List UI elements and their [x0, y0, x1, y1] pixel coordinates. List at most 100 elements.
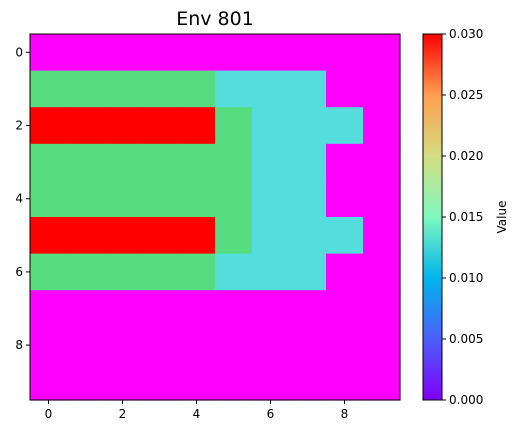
- heatmap-cell: [178, 180, 216, 218]
- heatmap-cells: [30, 34, 401, 401]
- heatmap-cell: [363, 326, 401, 364]
- x-tick-label: 4: [193, 407, 201, 421]
- heatmap-cell: [67, 326, 105, 364]
- heatmap-cell: [326, 143, 364, 181]
- heatmap-cell: [289, 34, 327, 72]
- heatmap-cell: [67, 107, 105, 145]
- heatmap-cell: [141, 70, 179, 108]
- heatmap-cell: [289, 217, 327, 255]
- heatmap-cell: [326, 70, 364, 108]
- y-tick-label: 4: [15, 192, 23, 206]
- heatmap-cell: [178, 107, 216, 145]
- plot-frame: [29, 33, 401, 401]
- heatmap-cell: [104, 107, 142, 145]
- y-tick-label: 8: [15, 338, 23, 352]
- heatmap-cell: [363, 70, 401, 108]
- heatmap-cell: [30, 107, 68, 145]
- heatmap-cell: [326, 253, 364, 291]
- x-tick-label: 8: [341, 407, 349, 421]
- y-axis: 0 2 4 6 8: [15, 45, 30, 352]
- colorbar-tick-label: 0.025: [449, 88, 483, 102]
- heatmap-cell: [67, 70, 105, 108]
- colorbar-tick-label: 0.000: [449, 393, 483, 407]
- heatmap-cell: [215, 143, 253, 181]
- heatmap-cell: [289, 326, 327, 364]
- heatmap-cell: [67, 253, 105, 291]
- heatmap-cell: [30, 70, 68, 108]
- y-tick-label: 0: [15, 45, 23, 59]
- heatmap-cell: [141, 143, 179, 181]
- heatmap-cell: [178, 143, 216, 181]
- heatmap-cell: [104, 290, 142, 328]
- heatmap-cell: [252, 180, 290, 218]
- x-tick-label: 0: [45, 407, 53, 421]
- heatmap-cell: [289, 107, 327, 145]
- colorbar-label: Value: [495, 201, 509, 234]
- heatmap-cell: [326, 34, 364, 72]
- heatmap-cell: [363, 180, 401, 218]
- heatmap-cell: [67, 217, 105, 255]
- chart-title: Env 801: [176, 8, 254, 30]
- heatmap-cell: [30, 326, 68, 364]
- heatmap-cell: [215, 180, 253, 218]
- heatmap-cell: [30, 253, 68, 291]
- colorbar-tick-label: 0.005: [449, 332, 483, 346]
- heatmap-cell: [363, 34, 401, 72]
- colorbar-axis: 0.000 0.005 0.010 0.015 0.020 0.025 0.030: [442, 27, 483, 407]
- heatmap-cell: [363, 253, 401, 291]
- heatmap-cell: [178, 217, 216, 255]
- heatmap-cell: [67, 180, 105, 218]
- colorbar-tick-label: 0.015: [449, 210, 483, 224]
- heatmap-cell: [67, 363, 105, 401]
- heatmap-cell: [363, 217, 401, 255]
- heatmap-cell: [104, 326, 142, 364]
- x-axis: 0 2 4 6 8: [45, 400, 349, 421]
- heatmap-cell: [30, 290, 68, 328]
- heatmap-cell: [252, 143, 290, 181]
- y-tick-label: 6: [15, 265, 23, 279]
- heatmap-cell: [215, 34, 253, 72]
- heatmap-cell: [289, 290, 327, 328]
- colorbar-tick-label: 0.030: [449, 27, 483, 41]
- heatmap-cell: [363, 363, 401, 401]
- heatmap-cell: [289, 180, 327, 218]
- heatmap-cell: [215, 70, 253, 108]
- heatmap-cell: [326, 326, 364, 364]
- heatmap-cell: [67, 34, 105, 72]
- heatmap-cell: [141, 217, 179, 255]
- colorbar-tick-label: 0.010: [449, 271, 483, 285]
- heatmap-cell: [215, 217, 253, 255]
- heatmap-cell: [326, 363, 364, 401]
- heatmap-cell: [141, 107, 179, 145]
- heatmap-cell: [326, 217, 364, 255]
- heatmap-cell: [178, 70, 216, 108]
- heatmap-cell: [178, 34, 216, 72]
- heatmap-cell: [363, 290, 401, 328]
- heatmap-cell: [363, 107, 401, 145]
- heatmap-cell: [326, 107, 364, 145]
- heatmap-cell: [178, 290, 216, 328]
- heatmap-cell: [252, 290, 290, 328]
- heatmap-cell: [289, 70, 327, 108]
- heatmap-cell: [67, 143, 105, 181]
- heatmap-cell: [252, 107, 290, 145]
- heatmap-cell: [215, 107, 253, 145]
- heatmap-cell: [104, 253, 142, 291]
- heatmap-cell: [252, 217, 290, 255]
- heatmap-cell: [104, 70, 142, 108]
- heatmap-cell: [215, 253, 253, 291]
- heatmap-cell: [141, 253, 179, 291]
- heatmap-cell: [141, 363, 179, 401]
- heatmap-cell: [141, 290, 179, 328]
- heatmap-cell: [363, 143, 401, 181]
- heatmap-cell: [215, 290, 253, 328]
- heatmap-cell: [252, 34, 290, 72]
- heatmap-cell: [289, 143, 327, 181]
- heatmap-cell: [252, 70, 290, 108]
- heatmap-cell: [215, 363, 253, 401]
- colorbar-tick-label: 0.020: [449, 149, 483, 163]
- colorbar: [422, 33, 443, 401]
- heatmap-cell: [30, 180, 68, 218]
- heatmap-cell: [178, 326, 216, 364]
